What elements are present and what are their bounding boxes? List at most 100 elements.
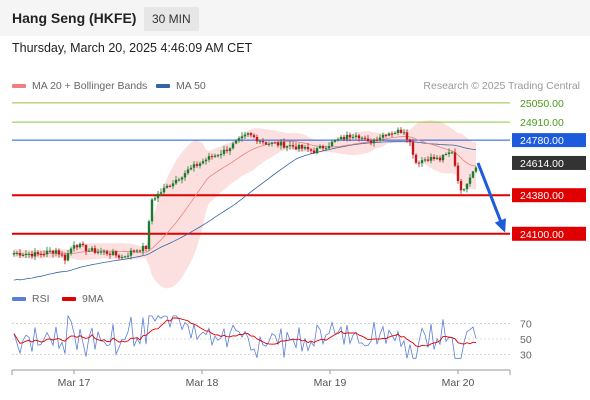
instrument-title: Hang Seng (HKFE) <box>12 10 137 26</box>
candle-body <box>396 129 400 133</box>
candle-body <box>108 253 112 255</box>
candle-body <box>360 137 364 139</box>
candle-body <box>387 133 391 136</box>
candle-body <box>237 138 241 141</box>
candle-body <box>468 177 472 184</box>
candle-body <box>66 253 70 261</box>
candle-body <box>168 185 172 187</box>
candle-body <box>456 165 460 181</box>
candle-body <box>417 162 421 164</box>
candles <box>12 127 478 265</box>
legend-rsi-ma: 9MA <box>62 293 104 305</box>
candle-body <box>321 146 325 149</box>
candle-body <box>99 251 103 253</box>
candle-body <box>174 179 178 184</box>
projection-arrow-head <box>494 218 506 233</box>
legend-rsi-ma-swatch <box>62 297 76 301</box>
legend-ma20-swatch <box>12 84 26 88</box>
candle-body <box>18 252 22 256</box>
candle-body <box>441 154 445 161</box>
level-label-4: 24380.00 <box>520 190 564 202</box>
candle-body <box>408 139 412 143</box>
candle-body <box>165 185 169 188</box>
candle-body <box>186 169 190 174</box>
level-label-2: 24780.00 <box>520 135 564 147</box>
candle-body <box>72 245 76 249</box>
level-label-bg-2 <box>512 133 586 148</box>
x-tick-label-3: Mar 20 <box>442 377 475 389</box>
candle-body <box>474 167 478 172</box>
candle-body <box>378 137 382 141</box>
candle-body <box>351 136 355 138</box>
candle-body <box>327 146 331 149</box>
candle-body <box>162 187 166 193</box>
level-label-1: 24910.00 <box>520 117 564 129</box>
candle-body <box>405 132 409 140</box>
candle-body <box>390 133 394 135</box>
candle-body <box>297 144 301 150</box>
candle-body <box>153 198 157 200</box>
x-tick-label-1: Mar 18 <box>186 377 219 389</box>
candle-body <box>399 129 403 133</box>
candle-body <box>90 248 94 251</box>
candle-body <box>309 149 313 151</box>
interval-button[interactable]: 30 MIN <box>144 7 199 31</box>
candle-body <box>216 155 220 157</box>
projection-arrow-shaft <box>476 162 506 231</box>
rsi-tick-2: 30 <box>520 349 532 361</box>
candle-body <box>288 145 292 147</box>
candle-body <box>36 252 40 254</box>
rsi-tick-1: 50 <box>520 334 532 346</box>
x-tick-label-2: Mar 19 <box>314 377 347 389</box>
candle-body <box>348 134 352 138</box>
candle-body <box>432 156 436 159</box>
candle-body <box>354 135 358 137</box>
candle-body <box>93 248 97 253</box>
legend-rsi-swatch <box>12 297 26 301</box>
candle-body <box>141 245 145 252</box>
timestamp: Thursday, March 20, 2025 4:46:09 AM CET <box>12 41 253 55</box>
candle-body <box>342 136 346 140</box>
candle-body <box>435 157 439 159</box>
candle-body <box>324 148 328 150</box>
candle-body <box>138 250 142 252</box>
candle-body <box>87 250 91 252</box>
candle-body <box>369 140 373 144</box>
level-label-bg-3 <box>512 155 586 170</box>
level-label-0: 25050.00 <box>520 98 564 110</box>
candle-body <box>195 164 199 166</box>
candle-body <box>102 251 106 253</box>
candle-body <box>270 142 274 144</box>
candle-body <box>240 136 244 139</box>
candle-body <box>228 148 232 152</box>
rsi-ma-line <box>13 317 477 348</box>
candle-body <box>75 245 79 248</box>
candle-body <box>303 146 307 149</box>
candle-body <box>96 251 100 253</box>
candle-body <box>150 199 154 222</box>
candle-body <box>315 148 319 154</box>
candle-body <box>429 156 433 161</box>
rsi-tick-0: 70 <box>520 319 532 331</box>
candle-body <box>120 256 124 258</box>
candle-body <box>30 253 34 257</box>
candle-body <box>180 177 184 180</box>
level-label-5: 24100.00 <box>520 229 564 241</box>
candle-body <box>15 252 19 254</box>
credit-text: Research © 2025 Trading Central <box>423 80 580 92</box>
candle-body <box>276 142 280 146</box>
candle-body <box>177 179 181 181</box>
candle-body <box>57 250 61 255</box>
candle-body <box>381 134 385 138</box>
legend-ma20-label: MA 20 + Bollinger Bands <box>32 80 148 92</box>
candle-body <box>261 141 265 143</box>
candle-body <box>279 142 283 146</box>
ma20-line <box>13 135 477 255</box>
candle-body <box>291 145 295 147</box>
candle-body <box>231 143 235 149</box>
candle-body <box>312 150 316 154</box>
candle-body <box>114 251 118 256</box>
candle-body <box>282 142 286 148</box>
candle-body <box>183 173 187 178</box>
